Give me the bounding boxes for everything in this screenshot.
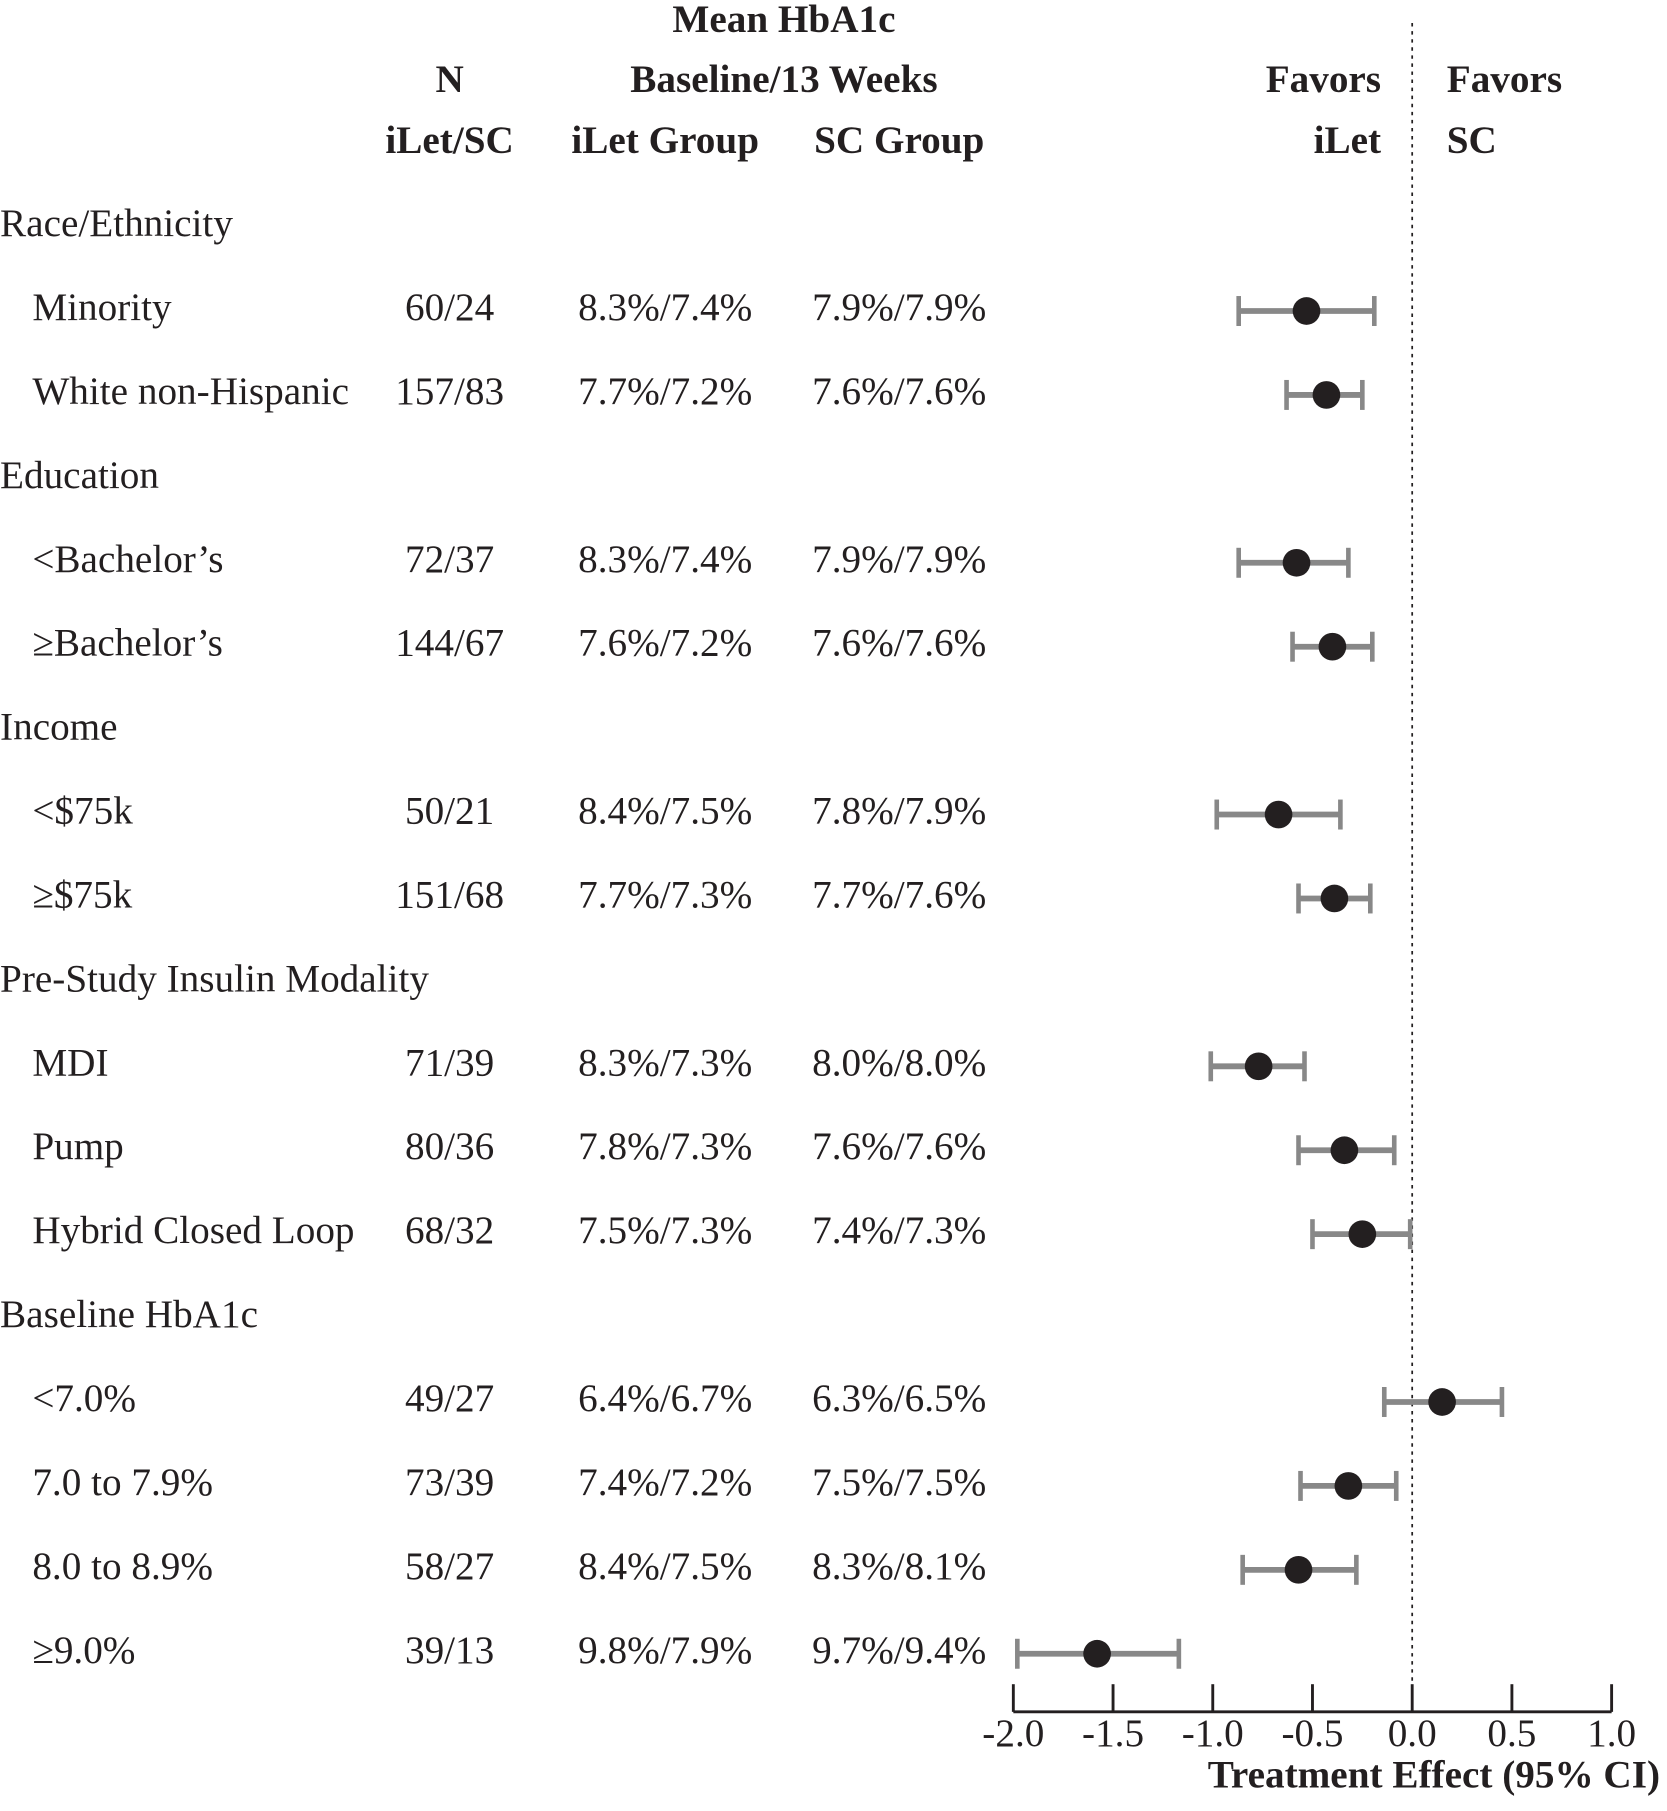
row-label: MDI	[32, 1041, 108, 1084]
row-label: <Bachelor’s	[32, 538, 223, 581]
row-label: Hybrid Closed Loop	[32, 1209, 354, 1252]
header: SC Group	[814, 119, 984, 162]
estimate-point	[1282, 548, 1311, 577]
row-label: 8.0 to 8.9%	[32, 1545, 213, 1588]
sc-cell: 7.6%/7.6%	[812, 370, 986, 413]
ilet-cell: 7.6%/7.2%	[578, 622, 752, 665]
ilet-cell: 7.7%/7.2%	[578, 370, 752, 413]
ilet-cell: 7.4%/7.2%	[578, 1461, 752, 1504]
n-cell: 60/24	[405, 286, 494, 329]
estimate-point	[1330, 1136, 1359, 1165]
row-label: ≥9.0%	[32, 1629, 135, 1672]
x-tick-label: 0.5	[1487, 1712, 1536, 1755]
ilet-cell: 7.7%/7.3%	[578, 873, 752, 916]
sc-cell: 8.0%/8.0%	[812, 1041, 986, 1084]
row-label: ≥$75k	[32, 873, 132, 916]
estimate-point	[1292, 297, 1321, 325]
n-cell: 50/21	[405, 790, 494, 833]
group-label: Income	[0, 706, 118, 749]
row-label: <7.0%	[32, 1377, 136, 1420]
header: Favors	[1266, 58, 1381, 101]
row-label: White non-Hispanic	[32, 370, 349, 413]
sc-cell: 7.7%/7.6%	[812, 873, 986, 916]
sc-cell: 7.5%/7.5%	[812, 1461, 986, 1504]
ilet-cell: 8.3%/7.3%	[578, 1041, 752, 1084]
header: Mean HbA1c	[672, 0, 895, 41]
estimate-point	[1428, 1388, 1456, 1416]
x-tick-label: 0.0	[1388, 1712, 1437, 1755]
sc-cell: 6.3%/6.5%	[812, 1377, 986, 1420]
n-cell: 39/13	[405, 1629, 494, 1672]
x-tick-label: -1.5	[1082, 1712, 1144, 1755]
header: Favors	[1447, 58, 1562, 101]
sc-cell: 7.6%/7.6%	[812, 622, 986, 665]
row-label: Minority	[32, 286, 172, 329]
n-cell: 71/39	[405, 1041, 494, 1084]
sc-cell: 7.8%/7.9%	[812, 790, 986, 833]
header: iLet Group	[571, 119, 759, 162]
sc-cell: 8.3%/8.1%	[812, 1545, 986, 1588]
ilet-cell: 8.3%/7.4%	[578, 538, 752, 581]
ilet-cell: 7.5%/7.3%	[578, 1209, 752, 1252]
row-label: Pump	[32, 1125, 123, 1168]
n-cell: 72/37	[405, 538, 494, 581]
x-tick-label: -1.0	[1182, 1712, 1244, 1755]
sc-cell: 7.4%/7.3%	[812, 1209, 986, 1252]
estimate-point	[1284, 1556, 1313, 1584]
sc-cell: 7.9%/7.9%	[812, 538, 986, 581]
row-label: 7.0 to 7.9%	[32, 1461, 213, 1504]
estimate-point	[1083, 1639, 1111, 1668]
estimate-point	[1264, 800, 1293, 829]
x-tick-label: 1.0	[1587, 1712, 1636, 1755]
row-label: <$75k	[32, 790, 133, 833]
group-label: Pre-Study Insulin Modality	[0, 957, 429, 1000]
estimate-point	[1312, 381, 1341, 409]
x-tick-label: -0.5	[1281, 1712, 1343, 1755]
n-cell: 157/83	[395, 370, 504, 413]
ilet-cell: 9.8%/7.9%	[578, 1629, 752, 1672]
n-cell: 80/36	[405, 1125, 494, 1168]
group-label: Education	[0, 454, 159, 497]
estimate-point	[1348, 1220, 1377, 1248]
n-cell: 58/27	[405, 1545, 494, 1588]
header: SC	[1447, 119, 1497, 162]
estimate-point	[1334, 1472, 1363, 1500]
estimate-point	[1320, 884, 1349, 913]
sc-cell: 7.6%/7.6%	[812, 1125, 986, 1168]
ilet-cell: 6.4%/6.7%	[578, 1377, 752, 1420]
ilet-cell: 8.3%/7.4%	[578, 286, 752, 329]
n-cell: 144/67	[395, 622, 504, 665]
ilet-cell: 7.8%/7.3%	[578, 1125, 752, 1168]
header: iLet	[1314, 119, 1381, 162]
ilet-cell: 8.4%/7.5%	[578, 790, 752, 833]
ilet-cell: 8.4%/7.5%	[578, 1545, 752, 1588]
n-cell: 49/27	[405, 1377, 494, 1420]
x-tick-label: -2.0	[982, 1712, 1044, 1755]
n-cell: 73/39	[405, 1461, 494, 1504]
estimate-point	[1318, 632, 1347, 661]
x-axis-label: Treatment Effect (95% CI)	[1208, 1754, 1660, 1797]
header: N	[435, 58, 463, 101]
group-label: Baseline HbA1c	[0, 1293, 258, 1336]
estimate-point	[1244, 1052, 1273, 1081]
n-cell: 68/32	[405, 1209, 494, 1252]
n-cell: 151/68	[395, 873, 504, 916]
row-label: ≥Bachelor’s	[32, 622, 223, 665]
header: Baseline/13 Weeks	[630, 58, 937, 101]
group-label: Race/Ethnicity	[0, 202, 233, 245]
header: iLet/SC	[385, 119, 513, 162]
sc-cell: 9.7%/9.4%	[812, 1629, 986, 1672]
sc-cell: 7.9%/7.9%	[812, 286, 986, 329]
